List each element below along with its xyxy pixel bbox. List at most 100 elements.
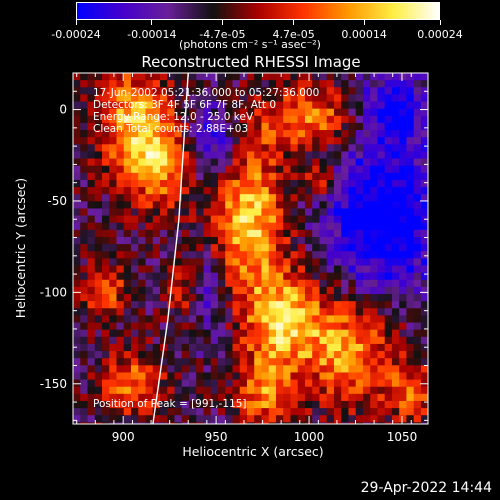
heatmap-cell: [159, 365, 168, 374]
heatmap-cell: [341, 236, 350, 245]
heatmap-cell: [319, 144, 328, 153]
heatmap-cell: [290, 208, 299, 217]
heatmap-cell: [138, 215, 147, 224]
heatmap-cell: [362, 158, 371, 167]
chart-title: Reconstructed RHESSI Image: [141, 53, 361, 71]
heatmap-cell: [80, 244, 89, 252]
heatmap-cell: [319, 315, 328, 324]
heatmap-cell: [73, 158, 81, 167]
heatmap-cell: [217, 130, 226, 138]
heatmap-cell: [174, 265, 183, 274]
heatmap-cell: [355, 87, 364, 95]
heatmap-cell: [254, 187, 263, 195]
heatmap-cell: [399, 101, 408, 110]
heatmap-cell: [101, 151, 110, 160]
heatmap-cell: [406, 315, 415, 324]
heatmap-cell: [203, 80, 212, 88]
heatmap-cell: [406, 301, 415, 309]
heatmap-cell: [406, 244, 415, 252]
heatmap-cell: [123, 286, 132, 295]
heatmap-cell: [370, 286, 379, 295]
heatmap-cell: [290, 165, 299, 174]
heatmap-cell: [246, 322, 255, 331]
heatmap-cell: [355, 208, 364, 217]
heatmap-cell: [188, 229, 197, 238]
heatmap-cell: [355, 101, 364, 110]
heatmap-cell: [159, 201, 168, 210]
heatmap-cell: [73, 222, 81, 231]
heatmap-cell: [94, 372, 103, 381]
heatmap-cell: [73, 130, 81, 138]
heatmap-cell: [268, 251, 277, 259]
heatmap-cell: [341, 372, 350, 381]
heatmap-cell: [145, 408, 154, 416]
heatmap-cell: [297, 194, 306, 202]
heatmap-cell: [269, 429, 277, 437]
heatmap-cell: [406, 87, 415, 95]
heatmap-cell: [428, 280, 436, 288]
heatmap-cell: [101, 73, 110, 81]
heatmap-cell: [145, 201, 154, 210]
heatmap-cell: [428, 151, 436, 159]
heatmap-cell: [101, 408, 110, 416]
heatmap-cell: [130, 258, 139, 267]
heatmap-cell: [196, 365, 205, 374]
heatmap-cell: [333, 265, 342, 274]
heatmap-cell: [333, 372, 342, 381]
heatmap-cell: [188, 408, 197, 416]
heatmap-cell: [406, 365, 415, 374]
heatmap-cell: [290, 115, 299, 124]
heatmap-cell: [94, 151, 103, 160]
heatmap-cell: [210, 108, 219, 117]
heatmap-cell: [406, 272, 415, 281]
heatmap-cell: [80, 272, 89, 281]
heatmap-cell: [109, 422, 118, 424]
heatmap-cell: [152, 258, 161, 267]
heatmap-cell: [399, 165, 408, 174]
heatmap-cell: [196, 415, 205, 423]
heatmap-cell: [174, 201, 183, 210]
heatmap-cell: [413, 179, 422, 188]
heatmap-cell: [123, 179, 132, 188]
heatmap-cell: [116, 265, 125, 274]
heatmap-cell: [101, 294, 110, 302]
heatmap-cell: [377, 244, 386, 252]
heatmap-cell: [428, 187, 436, 195]
heatmap-cell: [362, 379, 371, 388]
heatmap-cell: [130, 158, 139, 167]
heatmap-cell: [319, 386, 328, 395]
heatmap-cell: [348, 87, 357, 95]
heatmap-cell: [232, 294, 241, 302]
heatmap-cell: [80, 187, 89, 195]
heatmap-cell: [254, 144, 263, 153]
heatmap-cell: [116, 251, 125, 259]
heatmap-cell: [290, 151, 299, 160]
heatmap-cell: [225, 415, 234, 423]
heatmap-cell: [362, 115, 371, 124]
heatmap-cell: [304, 179, 313, 188]
heatmap-cell: [246, 251, 255, 259]
heatmap-cell: [203, 279, 212, 288]
heatmap-cell: [406, 165, 415, 174]
heatmap-cell: [152, 379, 161, 388]
heatmap-cell: [312, 187, 321, 195]
heatmap-cell: [145, 73, 154, 81]
heatmap-cell: [87, 415, 96, 423]
heatmap-cell: [73, 315, 81, 324]
heatmap-cell: [275, 372, 284, 381]
heatmap-cell: [181, 94, 190, 103]
heatmap-cell: [254, 294, 263, 302]
heatmap-cell: [406, 108, 415, 117]
heatmap-cell: [420, 158, 428, 167]
heatmap-cell: [377, 386, 386, 395]
heatmap-cell: [268, 144, 277, 153]
heatmap-cell: [261, 386, 270, 395]
heatmap-cell: [348, 343, 357, 352]
heatmap-cell: [413, 301, 422, 309]
heatmap-cell: [225, 244, 234, 252]
heatmap-cell: [109, 130, 118, 138]
heatmap-cell: [297, 94, 306, 103]
heatmap-cell: [268, 122, 277, 131]
heatmap-cell: [188, 258, 197, 267]
heatmap-cell: [391, 408, 400, 416]
